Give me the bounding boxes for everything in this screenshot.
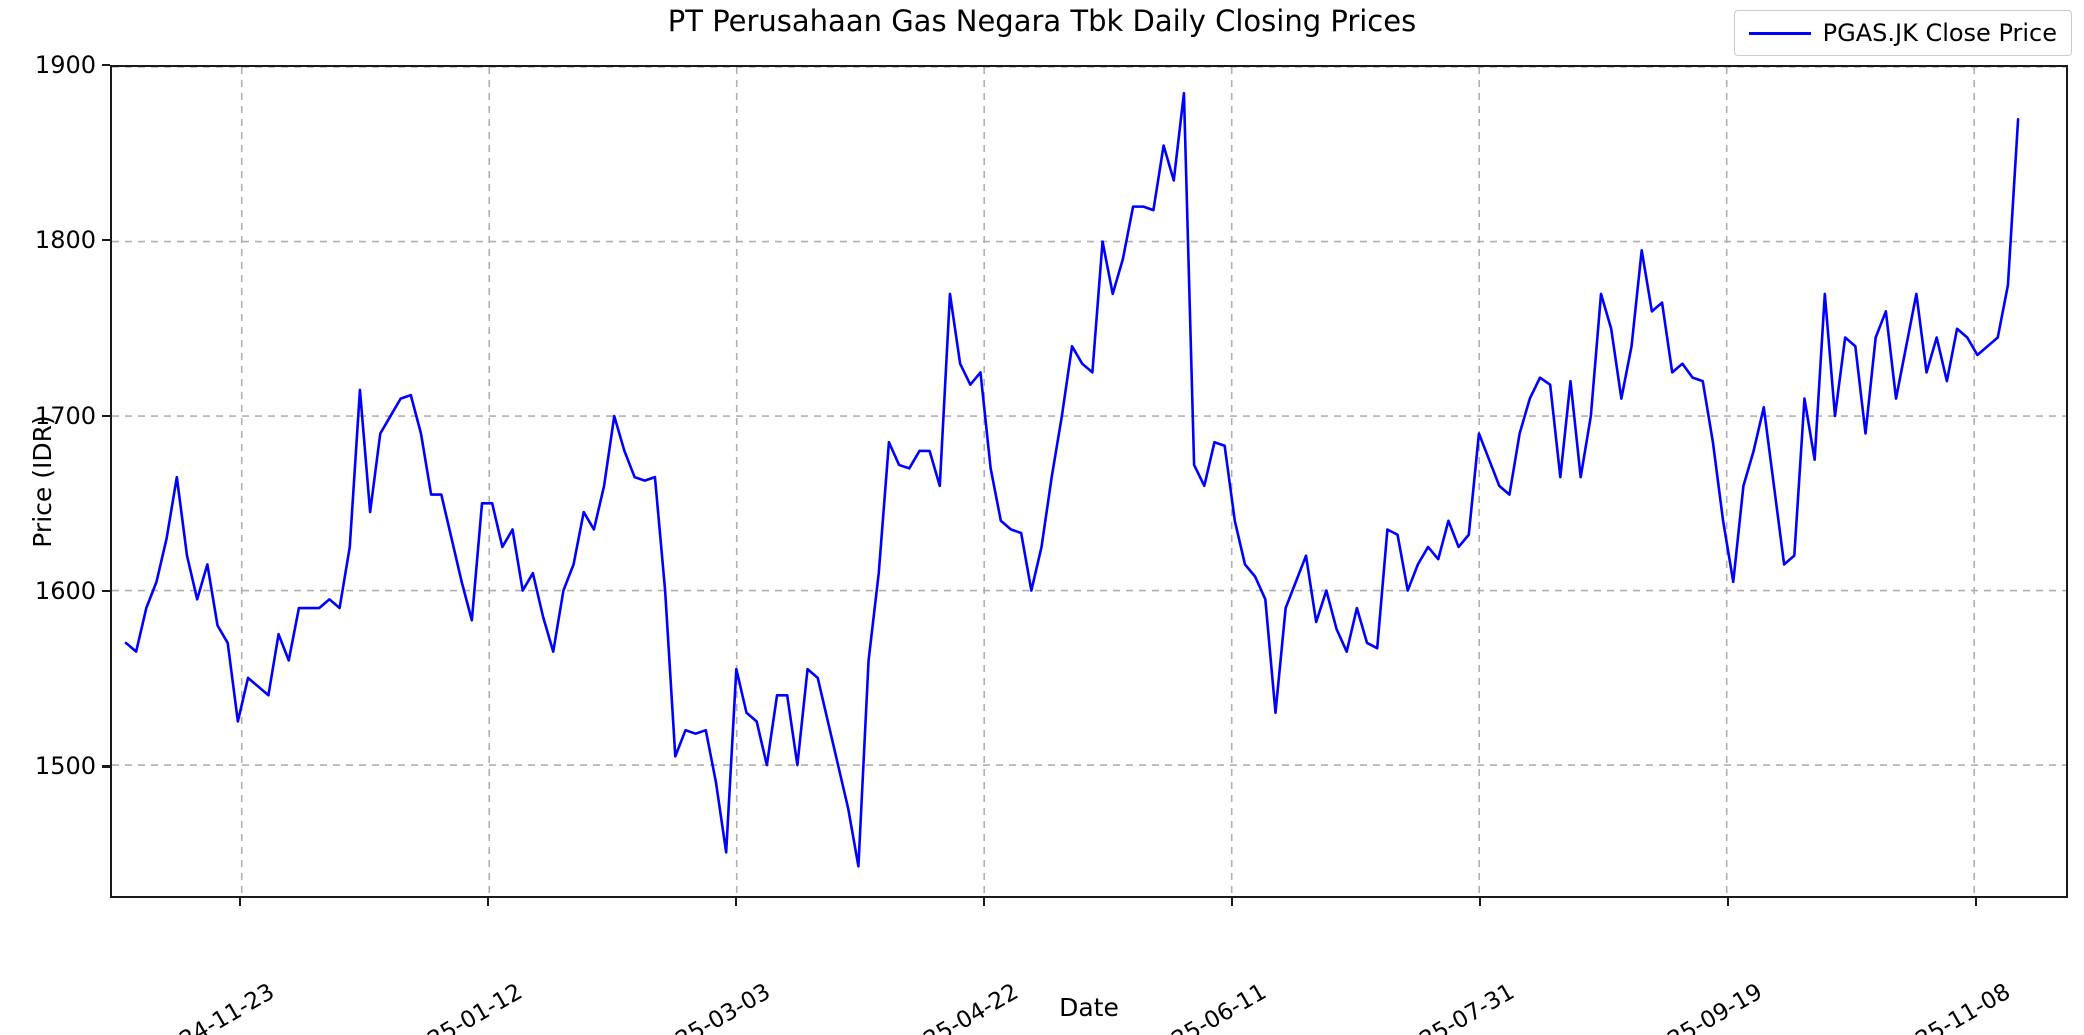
legend-line-swatch <box>1748 31 1811 35</box>
x-tick-mark <box>1726 898 1730 906</box>
x-tick-mark <box>486 898 490 906</box>
x-tick-mark <box>1230 898 1234 906</box>
y-tick-mark <box>102 765 110 768</box>
page-title: PT Perusahaan Gas Negara Tbk Daily Closi… <box>667 4 1417 38</box>
price-line-series <box>112 67 2066 896</box>
x-tick-mark <box>238 898 242 906</box>
x-tick-mark <box>1974 898 1978 906</box>
x-tick-mark <box>1478 898 1482 906</box>
x-tick-mark <box>982 898 986 906</box>
y-tick-mark <box>102 590 110 593</box>
plot-area <box>110 65 2068 898</box>
y-axis-label: Price (IDR) <box>28 415 57 548</box>
x-tick-mark <box>734 898 738 906</box>
x-axis-label: Date <box>1059 993 1119 1022</box>
y-tick-mark <box>102 414 110 417</box>
chart-legend: PGAS.JK Close Price <box>1733 10 2072 56</box>
y-tick-mark <box>102 63 110 67</box>
legend-label: PGAS.JK Close Price <box>1822 19 2057 47</box>
y-tick-mark <box>102 239 110 242</box>
gridlines <box>112 67 2066 896</box>
